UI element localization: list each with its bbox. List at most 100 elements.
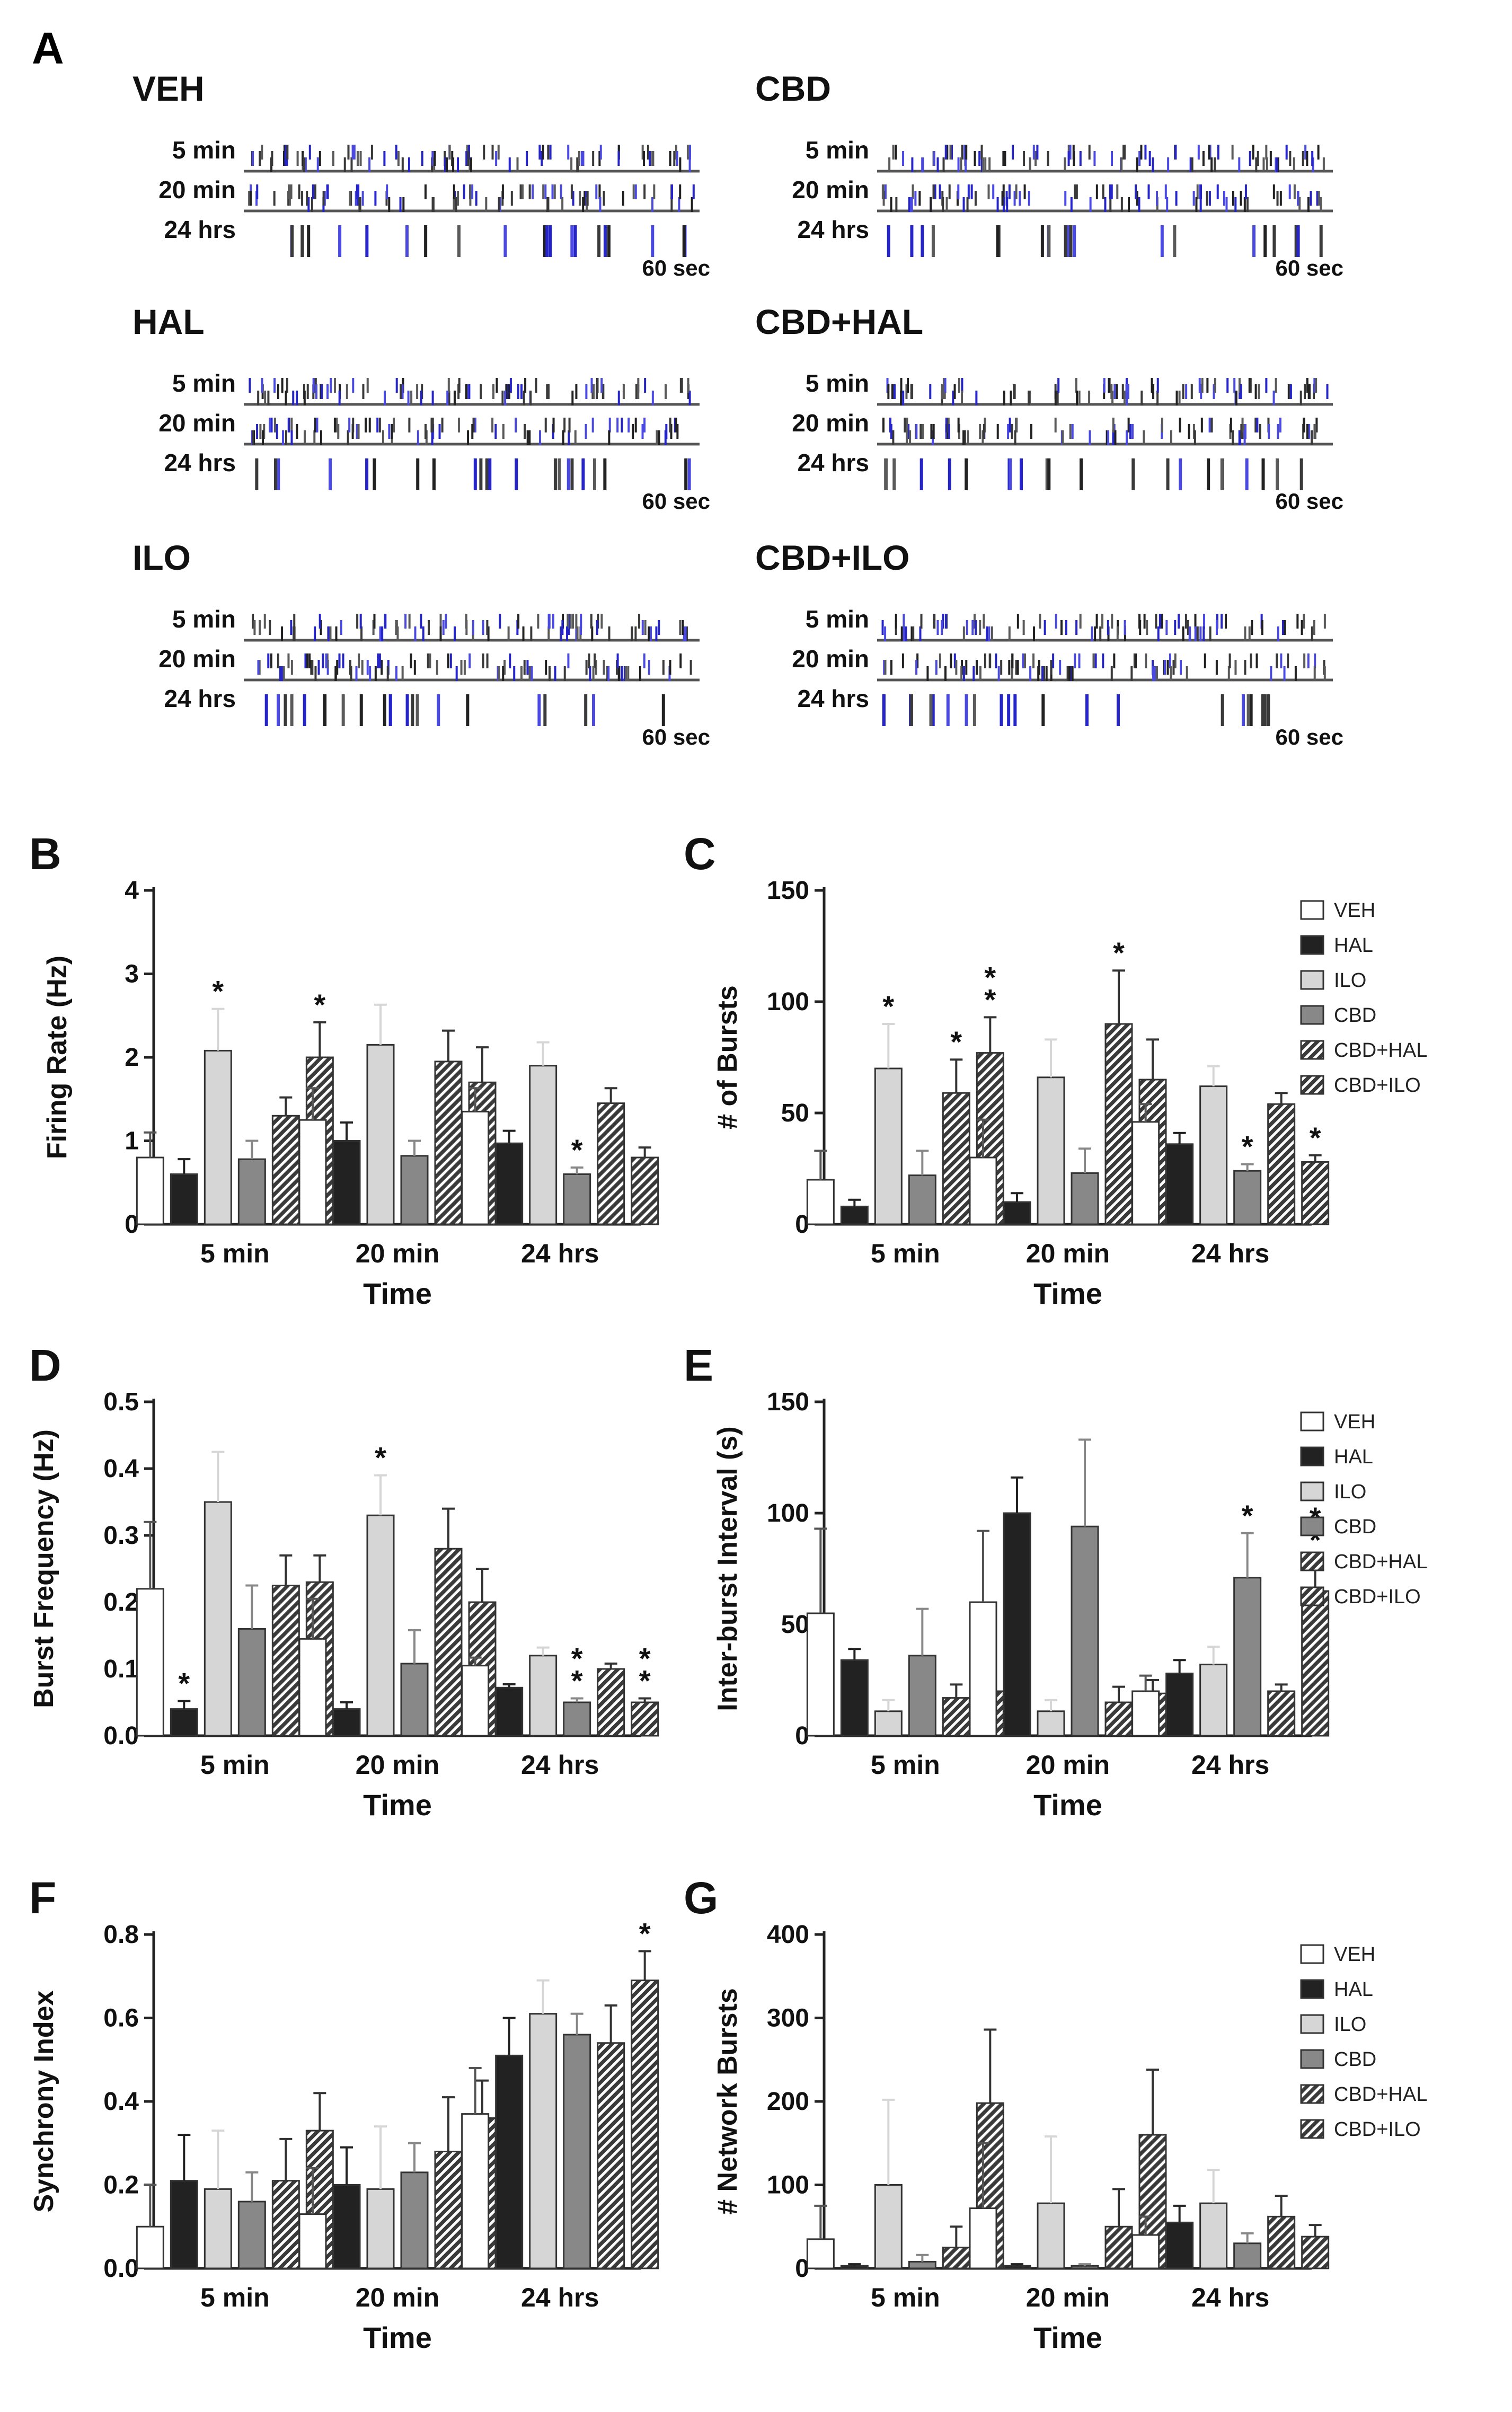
bar-hal-20-min (332, 1708, 361, 1737)
bar-ilo-24-hrs (529, 2013, 558, 2269)
y-tick-label: 0.4 (103, 1455, 139, 1483)
legend-label: CBD+HAL (1334, 1551, 1427, 1573)
legend-swatch-ilo (1300, 1481, 1324, 1501)
raster-row-label: 20 min (792, 176, 869, 204)
legend-swatch-hal (1300, 1446, 1324, 1466)
raster-block-ilo: ILO 5 min 20 min 24 hrs 60 sec (132, 538, 710, 749)
bar-ilo-5-min (874, 1710, 903, 1737)
bar-veh-5-min (806, 2238, 835, 2269)
raster-block-veh: VEH 5 min 20 min 24 hrs 60 sec (132, 69, 710, 280)
y-axis-label: Synchrony Index (29, 1990, 59, 2212)
y-tick-label: 50 (781, 1611, 809, 1639)
significance-marker: * (571, 1133, 583, 1167)
y-axis-label: Firing Rate (Hz) (42, 956, 73, 1159)
bar-cbd-hal-5-min (271, 1585, 300, 1737)
bar-hal-5-min (170, 2180, 198, 2269)
legend-swatch-cbd (1300, 1516, 1324, 1536)
bar-cbd-20-min (1071, 1172, 1099, 1225)
raster-title: HAL (132, 302, 205, 341)
bar-hal-5-min (840, 1659, 869, 1737)
y-tick-label: 100 (767, 1499, 809, 1527)
raster-title: ILO (132, 538, 191, 577)
x-tick-label: 5 min (200, 1750, 270, 1780)
bar-hal-24-hrs (495, 1142, 524, 1225)
bar-ilo-20-min (366, 1514, 395, 1737)
bar-cbd-24-hrs (1233, 1577, 1262, 1737)
bar-cbd-20-min (400, 1663, 429, 1737)
significance-marker: * (1310, 1121, 1321, 1154)
raster-title: CBD+HAL (755, 302, 923, 341)
bar-ilo-24-hrs (1199, 1085, 1228, 1225)
legend-swatch-cbd (1300, 1005, 1324, 1025)
y-tick-label: 1 (125, 1127, 139, 1155)
bar-cbd-hal-5-min (271, 1115, 300, 1225)
significance-marker: * (639, 1917, 651, 1950)
raster-row-label: 20 min (158, 176, 236, 204)
bar-cbd-5-min (908, 1174, 936, 1225)
y-tick-label: 0.4 (103, 2088, 139, 2116)
x-axis-label: Time (1033, 1788, 1102, 1822)
y-tick-label: 0.5 (103, 1388, 139, 1416)
x-tick-label: 20 min (356, 2283, 439, 2312)
raster-row-label: 5 min (172, 369, 236, 397)
y-tick-label: 0.0 (103, 2255, 139, 2283)
panel-label: D (29, 1340, 61, 1390)
x-tick-label: 5 min (200, 1239, 270, 1268)
y-tick-label: 0.8 (103, 1921, 139, 1949)
y-tick-label: 400 (767, 1921, 809, 1949)
x-tick-label: 20 min (1026, 2283, 1110, 2312)
y-tick-label: 0.3 (103, 1522, 139, 1550)
panel-label: G (684, 1873, 718, 1923)
legend-label: ILO (1334, 969, 1366, 992)
legend-label: HAL (1334, 934, 1373, 957)
raster-row-label: 24 hrs (797, 685, 869, 712)
y-tick-label: 300 (767, 2004, 809, 2033)
bar-cbd-hal-5-min (271, 2180, 300, 2269)
legend-label: CBD (1334, 1516, 1376, 1538)
bar-hal-20-min (1003, 1512, 1031, 1737)
x-axis-label: Time (1033, 1277, 1102, 1310)
bar-veh-24-hrs (461, 1110, 490, 1225)
significance-marker: * (178, 1666, 190, 1700)
y-tick-label: 0.6 (103, 2004, 139, 2033)
significance-marker: * (984, 960, 996, 994)
y-axis-label: # of Bursts (712, 985, 743, 1129)
y-axis-label: Inter-burst Interval (s) (712, 1426, 743, 1711)
bar-cbd-24-hrs (1233, 1170, 1262, 1225)
synchrony-index-chart: F 0.0 0.2 0.4 0.6 0.8 Synchrony Index 5 min 20 m… (29, 1873, 659, 2354)
legend-swatch-hal (1300, 935, 1324, 955)
bar-cbd-ilo-24-hrs (1301, 1590, 1330, 1737)
legend-label: HAL (1334, 1446, 1373, 1468)
bar-cbd-5-min (237, 1158, 266, 1225)
bar-ilo-24-hrs (529, 1655, 558, 1737)
raster-panel: A VEH 5 min 20 min 24 hrs 60 sec CBD 5 min 20 m… (32, 23, 1343, 749)
significance-marker: * (950, 1025, 962, 1058)
raster-row-label: 20 min (158, 645, 236, 673)
x-tick-label: 5 min (871, 1239, 940, 1268)
legend-label: CBD+ILO (1334, 1074, 1421, 1097)
raster-block-cbd: CBD 5 min 20 min 24 hrs 60 sec (755, 69, 1343, 280)
bar-hal-20-min (1003, 1201, 1031, 1225)
bar-hal-24-hrs (495, 1686, 524, 1737)
bar-cbd-5-min (237, 2201, 266, 2269)
panel-label: E (684, 1340, 713, 1390)
significance-marker: * (1242, 1130, 1253, 1163)
y-tick-label: 200 (767, 2088, 809, 2116)
raster-duration: 60 sec (642, 489, 710, 514)
bar-veh-20-min (298, 2213, 327, 2269)
legend-swatch-veh (1300, 900, 1324, 920)
x-tick-label: 24 hrs (1191, 1239, 1269, 1268)
legend-swatch-cbd-hal (1300, 1551, 1324, 1571)
y-tick-label: 100 (767, 2171, 809, 2199)
bar-hal-24-hrs (495, 2054, 524, 2269)
x-tick-label: 24 hrs (1191, 1750, 1269, 1780)
legend-swatch-veh (1300, 1944, 1324, 1964)
raster-row-label: 5 min (172, 605, 236, 633)
raster-title: CBD+ILO (755, 538, 910, 577)
significance-marker: * (212, 975, 224, 1008)
bar-veh-20-min (969, 2207, 997, 2269)
panel-label-a: A (32, 23, 64, 73)
x-tick-label: 24 hrs (521, 1239, 599, 1268)
raster-block-hal: HAL 5 min 20 min 24 hrs 60 sec (132, 302, 710, 514)
